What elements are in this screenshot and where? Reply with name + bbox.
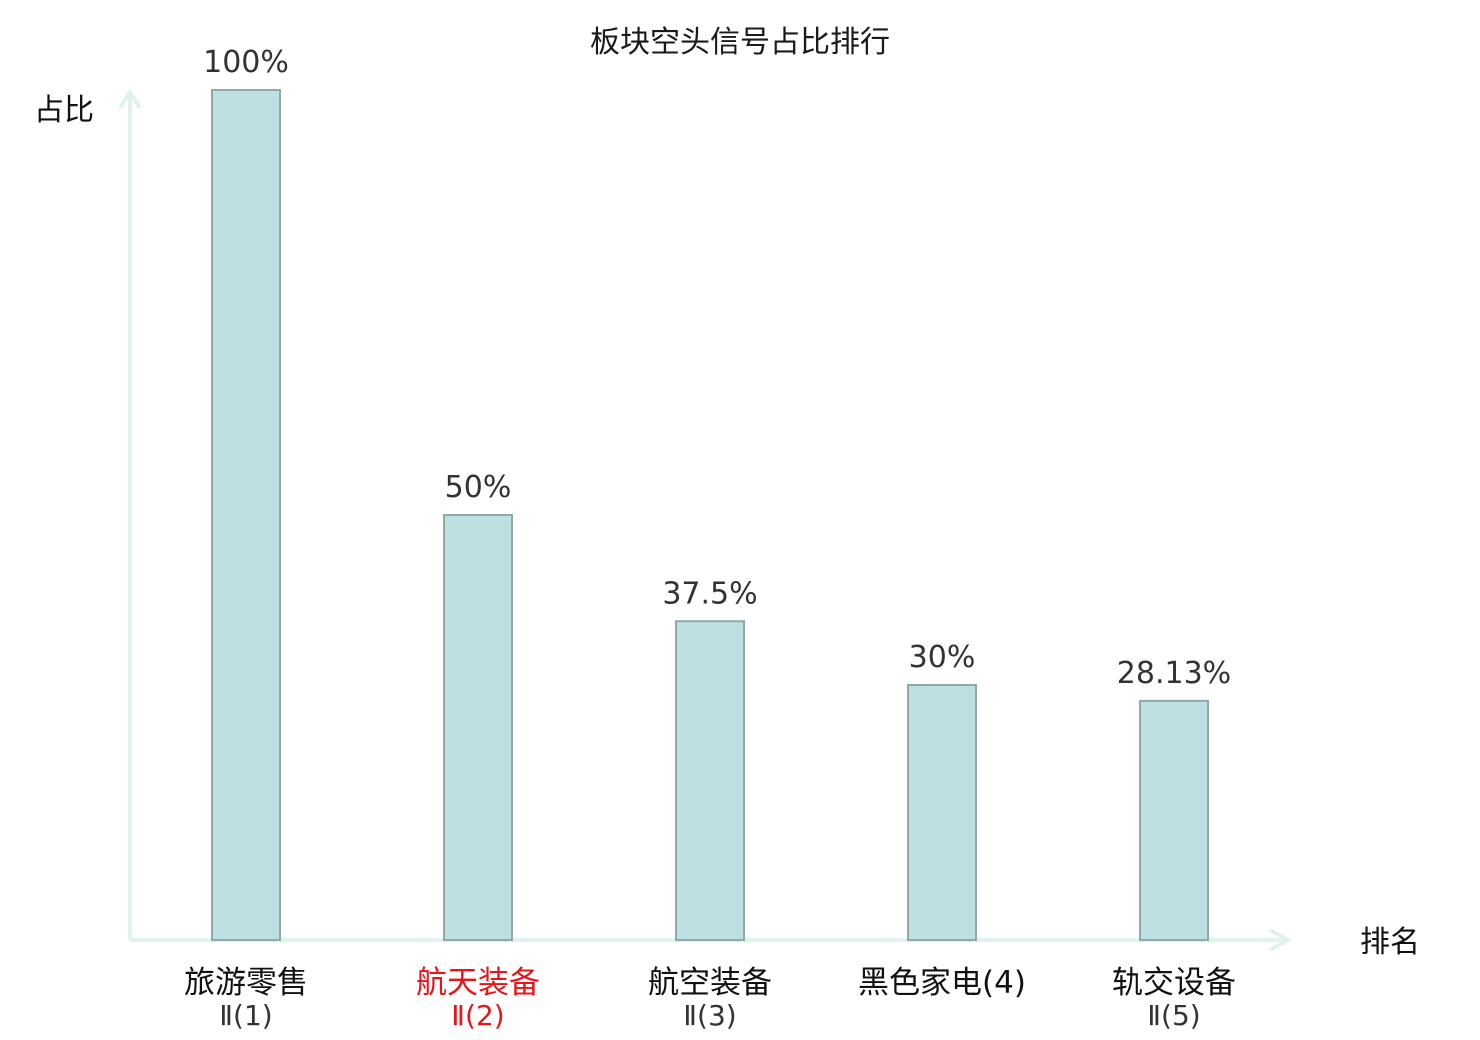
- x-axis-label: 排名: [1360, 925, 1420, 960]
- bar-4: [907, 684, 977, 941]
- bar-value-label-4: 30%: [909, 640, 976, 675]
- y-axis-arrow: [118, 88, 142, 110]
- x-axis-arrow: [1269, 928, 1293, 952]
- category-level-1: Ⅱ(1): [219, 999, 272, 1032]
- chart-title: 板块空头信号占比排行: [590, 25, 890, 60]
- bar-value-label-2: 50%: [445, 470, 512, 505]
- bar-value-label-3: 37.5%: [662, 576, 757, 611]
- category-level-5: Ⅱ(5): [1147, 999, 1200, 1032]
- bar-2: [443, 514, 513, 941]
- category-label-1: 旅游零售: [184, 965, 308, 1001]
- category-label-4: 黑色家电(4): [858, 965, 1026, 1001]
- category-level-2: Ⅱ(2): [451, 999, 504, 1032]
- category-label-3: 航空装备: [648, 965, 772, 1001]
- bar-3: [675, 620, 745, 941]
- y-axis-label: 占比: [34, 93, 94, 128]
- category-label-5: 轨交设备: [1112, 965, 1236, 1001]
- bar-5: [1139, 699, 1209, 942]
- bar-value-label-5: 28.13%: [1117, 656, 1231, 691]
- category-label-2: 航天装备: [416, 965, 540, 1001]
- bar-value-label-1: 100%: [203, 45, 289, 80]
- bar-1: [211, 89, 281, 941]
- category-level-3: Ⅱ(3): [683, 999, 736, 1032]
